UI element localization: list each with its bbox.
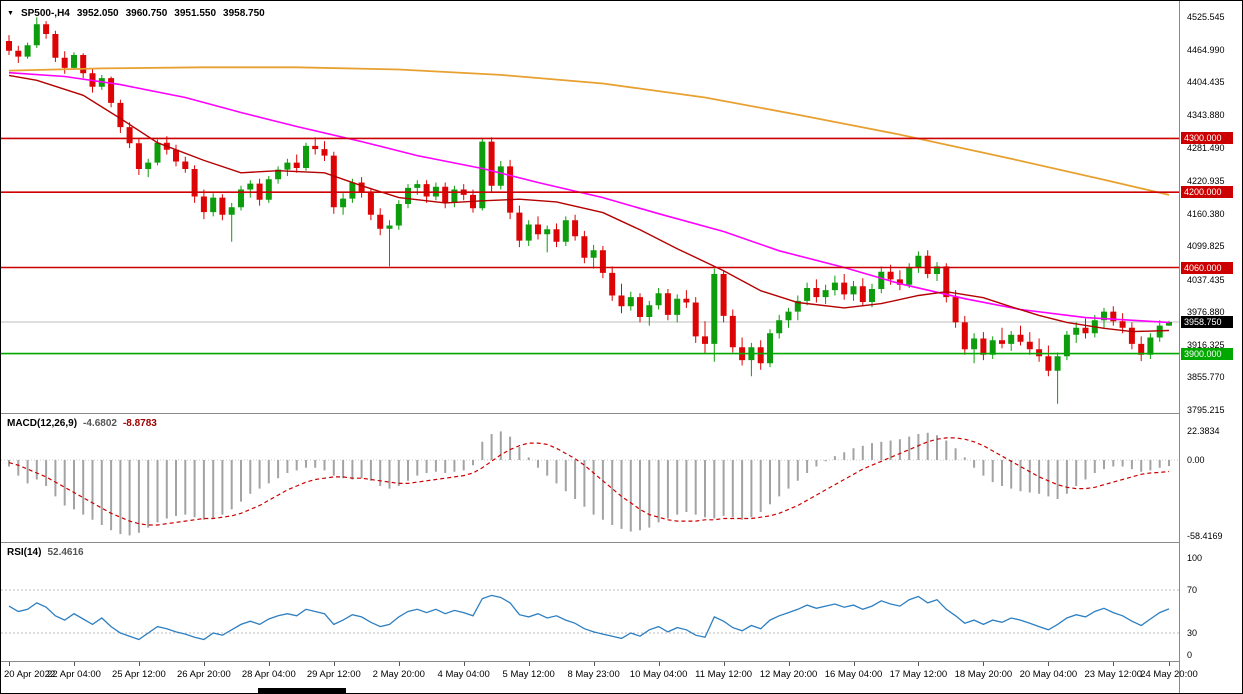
price-chart-canvas[interactable]	[1, 1, 1179, 413]
time-axis-label: 5 May 12:00	[502, 669, 555, 680]
horizontal-scrollbar-thumb[interactable]	[258, 688, 346, 693]
level-price-badge: 3900.000	[1181, 347, 1233, 360]
macd-main-value: -4.6802	[83, 418, 117, 429]
time-axis-label: 28 Apr 04:00	[241, 669, 296, 680]
macd-tick-label: -58.4169	[1187, 530, 1223, 541]
time-axis-label: 11 May 12:00	[695, 669, 753, 680]
time-axis-label: 10 May 04:00	[629, 669, 688, 680]
time-axis-tick	[983, 662, 985, 666]
price-scale-column[interactable]: 4525.545 4464.990 4404.435 4343.880 4281.490…	[1179, 1, 1242, 693]
current-price-badge: 3958.750	[1181, 316, 1233, 328]
ohlc-close-value: 3958.750	[223, 8, 265, 19]
time-axis-tick	[1113, 662, 1115, 666]
price-tick-label: 3976.880	[1187, 307, 1225, 318]
time-axis-label: 18 May 20:00	[954, 669, 1013, 680]
time-axis-tick	[398, 662, 400, 666]
time-axis-tick	[268, 662, 270, 666]
symbol-marker-icon: ▼	[7, 9, 14, 17]
ma-fast-line	[8, 74, 1170, 333]
rsi-indicator-label: RSI(14) 52.4616	[7, 547, 84, 558]
macd-indicator-label: MACD(12,26,9) -4.6802 -8.8783	[7, 418, 157, 429]
time-axis-label: 20 May 04:00	[1019, 669, 1078, 680]
level-price-badge: 4060.000	[1181, 261, 1233, 274]
price-tick-label: 3916.325	[1187, 339, 1225, 350]
time-axis-tick	[723, 662, 725, 666]
bull-candle-bodies	[24, 24, 1173, 371]
price-tick-label: 3855.770	[1187, 372, 1225, 383]
time-axis-label: 23 May 12:00	[1084, 669, 1143, 680]
rsi-timeaxis-splitter[interactable]	[1, 661, 1242, 662]
ohlc-open-value: 3952.050	[76, 8, 119, 19]
ma-slow-line	[8, 66, 1170, 196]
price-tick-label: 4220.935	[1187, 175, 1225, 186]
time-axis-tick	[138, 662, 140, 666]
bear-candle-wicks	[8, 21, 1142, 377]
ma-mid-line	[8, 71, 1170, 324]
chart-symbol-header: ▼ SP500-,H4 3952.050 3960.750 3951.550 3…	[7, 8, 265, 19]
price-tick-label: 4525.545	[1187, 12, 1225, 22]
rsi-current-value: 52.4616	[47, 547, 84, 558]
rsi-indicator-canvas[interactable]	[1, 543, 1179, 661]
bear-candle-bodies	[6, 24, 1145, 371]
macd-signal-line	[8, 437, 1170, 526]
time-axis-tick	[918, 662, 920, 666]
time-axis-tick	[593, 662, 595, 666]
time-axis-label: 16 May 04:00	[824, 669, 883, 680]
price-tick-label: 4160.380	[1187, 208, 1225, 219]
time-axis-label: 25 Apr 12:00	[111, 669, 166, 680]
time-axis-tick	[658, 662, 660, 666]
time-axis-label: 20 Apr 2022	[4, 669, 56, 680]
price-tick-label: 3795.215	[1187, 405, 1225, 415]
bull-candle-wicks	[27, 17, 1170, 404]
time-axis-tick	[333, 662, 335, 666]
ohlc-high-value: 3960.750	[125, 8, 168, 19]
time-axis-tick	[1048, 662, 1050, 666]
macd-tick-label: 22.3834	[1187, 425, 1220, 436]
price-tick-label: 4464.990	[1187, 44, 1225, 55]
level-price-badge: 4200.000	[1181, 186, 1233, 199]
time-axis-label: 29 Apr 12:00	[306, 669, 361, 680]
rsi-line	[8, 594, 1170, 641]
price-tick-label: 4404.435	[1187, 77, 1225, 88]
time-axis-label: 8 May 23:00	[567, 669, 620, 680]
rsi-tick-label: 0	[1187, 650, 1193, 660]
time-axis-label: 22 Apr 04:00	[47, 669, 101, 680]
time-axis-label: 24 May 20:00	[1140, 669, 1198, 680]
macd-signal-value: -8.8783	[122, 418, 157, 429]
symbol-timeframe-label: SP500-,H4	[20, 8, 70, 19]
price-tick-label: 4099.825	[1187, 241, 1225, 252]
time-axis-label: 4 May 04:00	[437, 669, 490, 680]
time-axis-tick	[853, 662, 855, 666]
time-axis-label: 26 Apr 20:00	[176, 669, 231, 680]
macd-tick-label: 0.00	[1187, 455, 1205, 465]
time-axis-tick	[74, 662, 75, 666]
price-tick-label: 4281.490	[1187, 143, 1225, 154]
time-axis-tick	[203, 662, 205, 666]
time-axis-tick	[1169, 662, 1170, 666]
macd-indicator-canvas[interactable]	[1, 414, 1179, 542]
ohlc-low-value: 3951.550	[174, 8, 217, 19]
price-tick-label: 4037.435	[1187, 274, 1225, 285]
time-axis-tick	[528, 662, 530, 666]
time-axis-tick	[788, 662, 790, 666]
time-axis-label: 17 May 12:00	[889, 669, 948, 680]
level-price-badge: 4300.000	[1181, 132, 1233, 145]
macd-name-label: MACD(12,26,9)	[7, 418, 78, 429]
time-axis[interactable]: 20 Apr 2022 22 Apr 04:00 25 Apr 12:00 26 Ap…	[1, 662, 1242, 688]
price-macd-splitter[interactable]	[1, 413, 1242, 414]
time-axis-label: 2 May 20:00	[372, 669, 425, 680]
macd-rsi-splitter[interactable]	[1, 542, 1242, 543]
time-axis-tick	[9, 662, 10, 666]
rsi-name-label: RSI(14)	[7, 547, 42, 558]
rsi-tick-label: 70	[1187, 585, 1198, 595]
macd-histogram	[8, 431, 1170, 536]
time-axis-tick	[463, 662, 465, 666]
time-axis-label: 12 May 20:00	[759, 669, 818, 680]
price-tick-label: 4343.880	[1187, 109, 1225, 120]
rsi-tick-label: 100	[1187, 552, 1203, 563]
rsi-tick-label: 30	[1187, 628, 1198, 638]
